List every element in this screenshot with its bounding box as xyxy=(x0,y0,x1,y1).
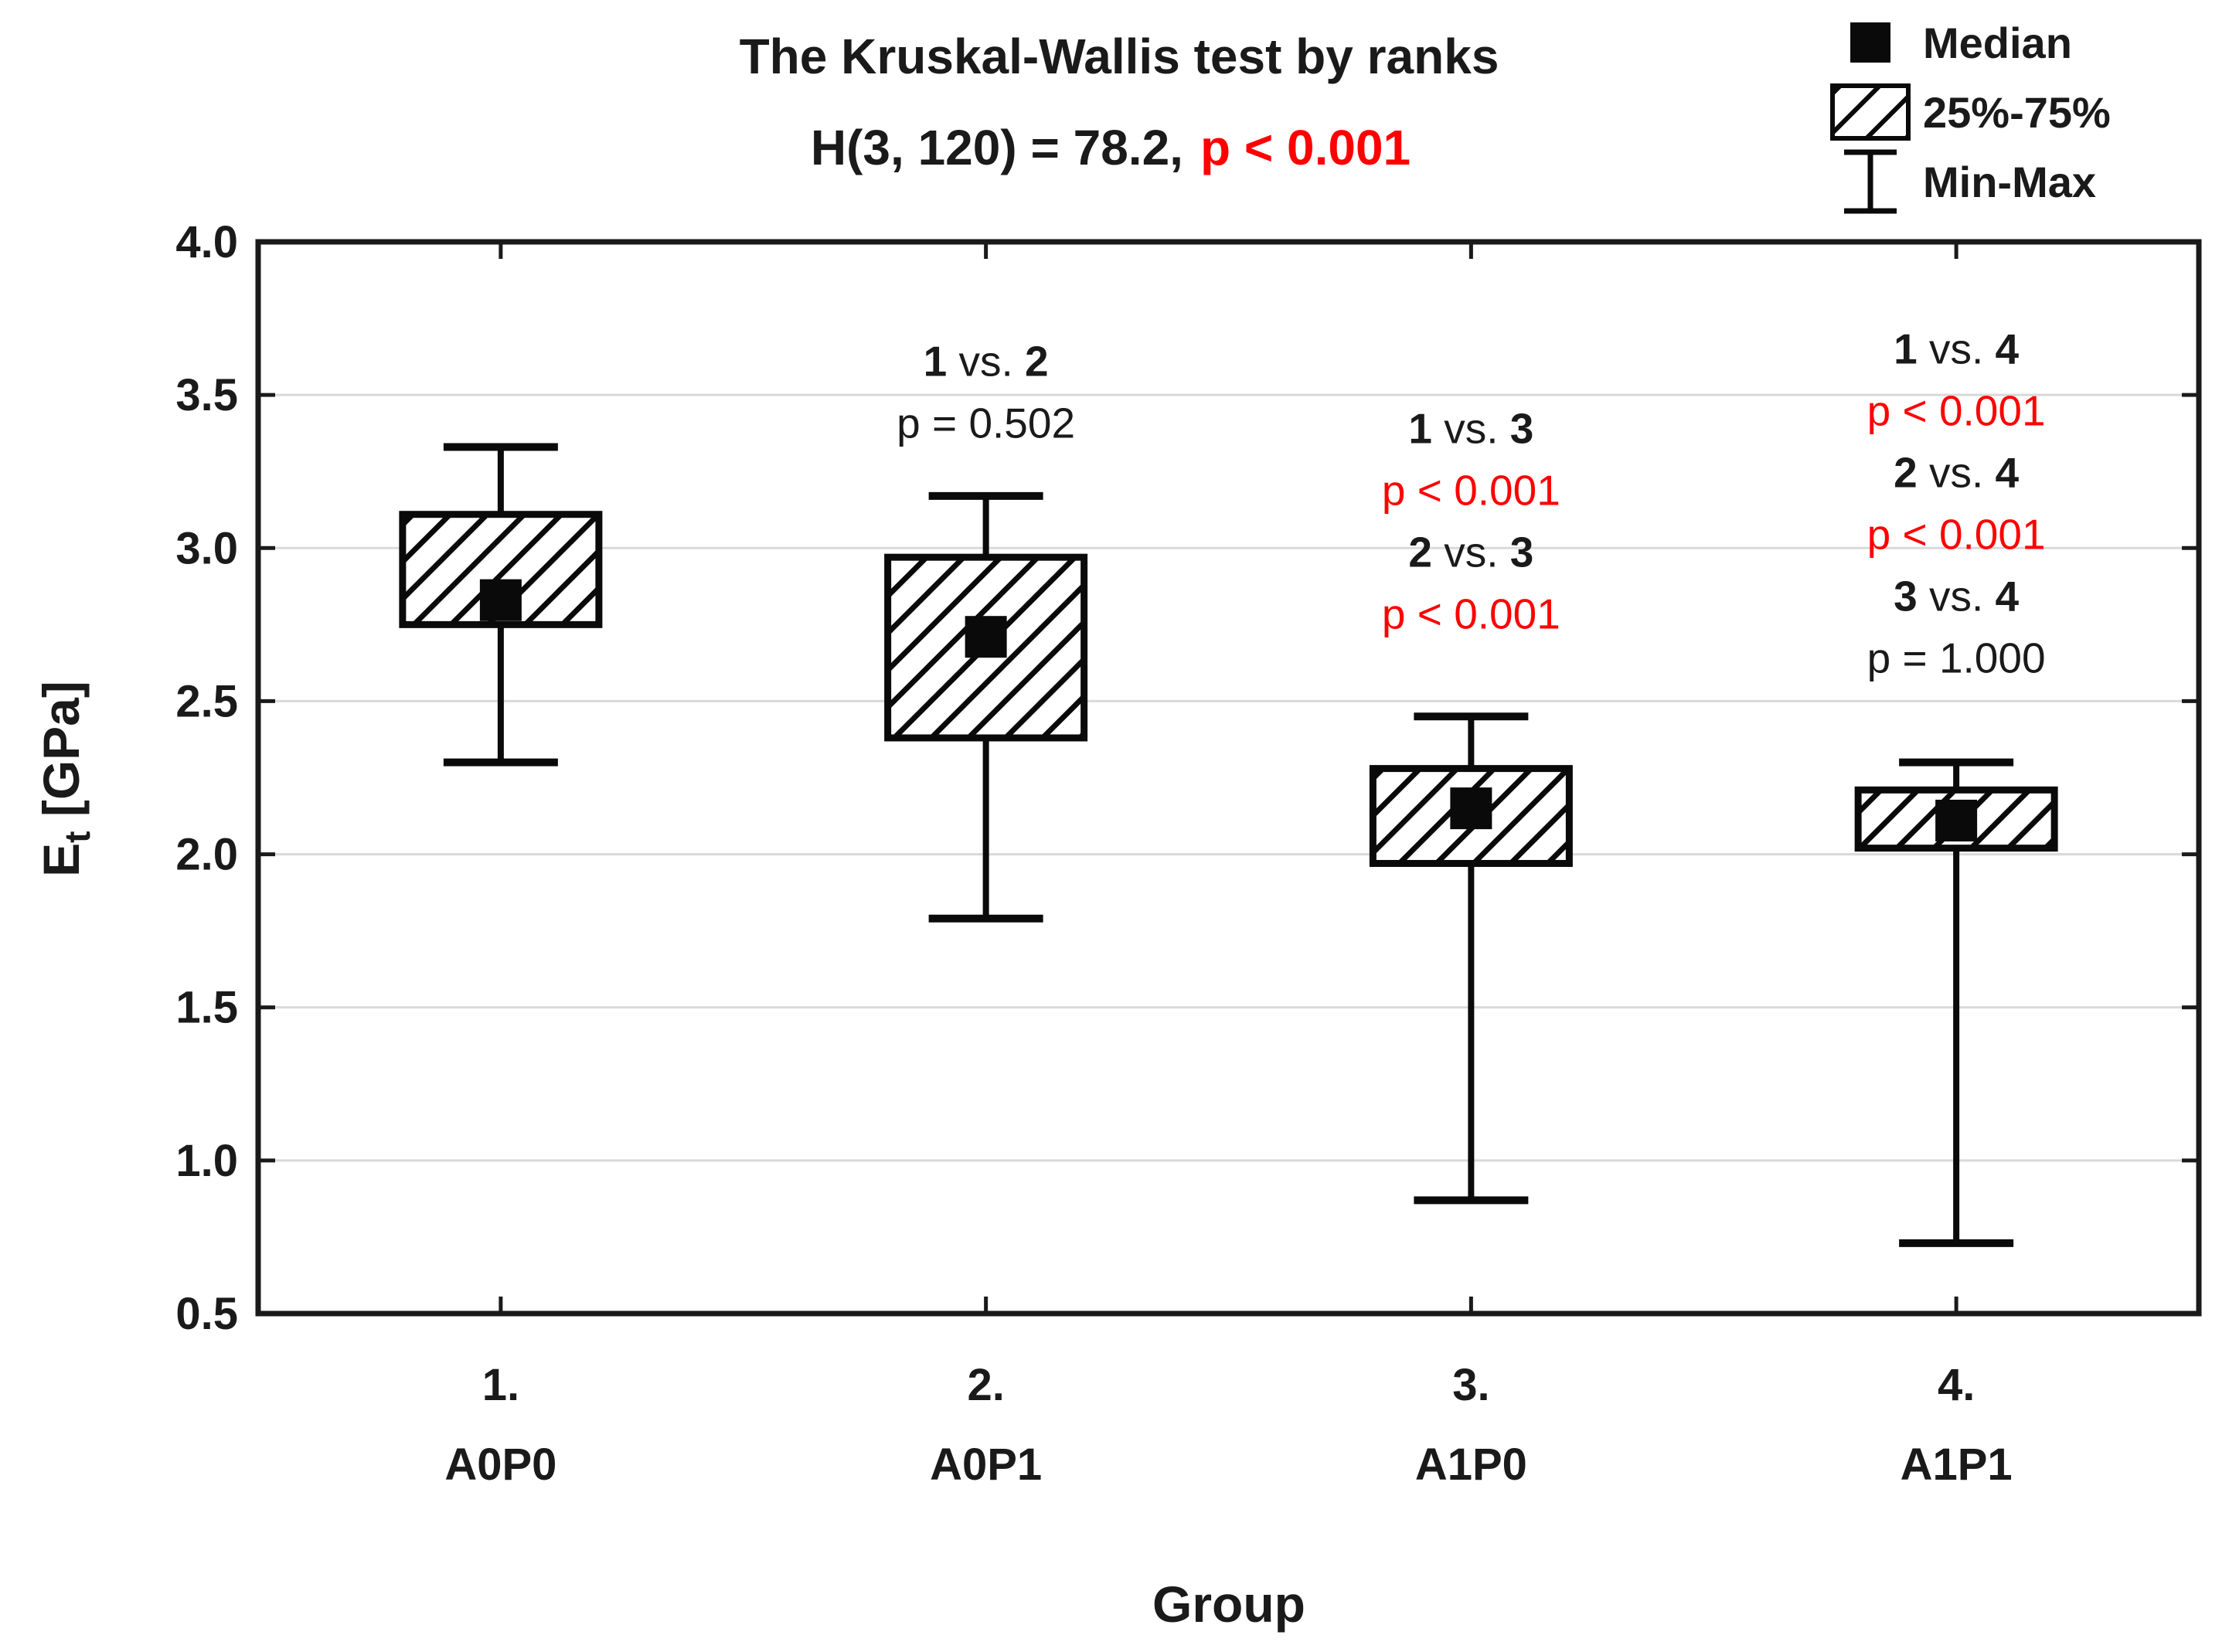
annotation-p-value: p < 0.001 xyxy=(1382,467,1560,515)
annotation-pair-line: 2 vs. 3 xyxy=(1408,529,1533,576)
median-marker xyxy=(479,579,522,621)
x-tick-label-code: A0P0 xyxy=(444,1440,556,1490)
annotation-pair-line: 1 vs. 4 xyxy=(1894,325,2019,373)
x-tick-label-number: 3. xyxy=(1452,1360,1489,1410)
y-axis-symbol: E xyxy=(32,842,90,877)
legend: Median 25%-75% Min-Max xyxy=(1818,8,2111,216)
y-tick-label: 3.5 xyxy=(175,370,238,420)
y-tick-label: 2.0 xyxy=(175,830,238,880)
y-tick-label: 1.5 xyxy=(175,983,238,1033)
chart-title: The Kruskal-Wallis test by ranks xyxy=(739,29,1499,84)
boxplot-group-1 xyxy=(399,443,603,767)
annotation-p-value: p = 1.000 xyxy=(1867,634,2046,682)
plot-frame xyxy=(255,239,2202,1317)
y-tick-label: 0.5 xyxy=(175,1289,238,1339)
annotation-pair-line: 2 vs. 4 xyxy=(1894,449,2019,497)
x-tick-label-number: 1. xyxy=(482,1360,519,1410)
annotation-pair-line: 3 vs. 4 xyxy=(1894,573,2019,620)
y-tick-label: 2.5 xyxy=(175,676,238,726)
median-marker xyxy=(1450,787,1492,830)
annotation-p-value: p < 0.001 xyxy=(1867,511,2046,559)
annotation-pair-line: 1 vs. 3 xyxy=(1408,405,1533,453)
y-axis-subscript: t xyxy=(57,831,98,843)
y-tick-label: 3.0 xyxy=(175,523,238,573)
legend-item-median: Median xyxy=(1818,8,2111,77)
x-tick-label-code: A1P1 xyxy=(1901,1440,2013,1490)
annotation-p-value: p = 0.502 xyxy=(897,399,1075,447)
y-axis-title: Et [GPa] xyxy=(32,681,98,877)
annotation-p-value: p < 0.001 xyxy=(1382,590,1560,638)
y-axis-unit: [GPa] xyxy=(32,681,90,831)
annotation-pair-line: 1 vs. 2 xyxy=(924,338,1049,386)
overall-p-value: p < 0.001 xyxy=(1200,120,1411,175)
legend-item-iqr: 25%-75% xyxy=(1818,77,2111,147)
annotation-block-group-4: 1 vs. 4 p < 0.001 2 vs. 4 p < 0.001 3 vs. 4 p… xyxy=(1867,325,2046,682)
x-tick-label-code: A1P0 xyxy=(1415,1440,1527,1490)
x-tick-label-number: 2. xyxy=(967,1360,1004,1410)
legend-label-iqr: 25%-75% xyxy=(1923,87,2111,137)
test-statistic-text: H(3, 120) = 78.2, xyxy=(810,120,1183,175)
boxplot-group-2 xyxy=(884,491,1088,923)
annotation-block-group-3: 1 vs. 3 p < 0.001 2 vs. 3 p < 0.001 xyxy=(1382,405,1560,638)
y-tick-label: 4.0 xyxy=(175,217,238,267)
chart-subtitle: H(3, 120) = 78.2, p < 0.001 xyxy=(811,119,1411,176)
legend-item-minmax: Min-Max xyxy=(1818,147,2111,216)
legend-label-median: Median xyxy=(1923,18,2072,67)
boxplot-group-4 xyxy=(1854,758,2058,1247)
min-max-whisker-icon xyxy=(1844,149,1897,214)
boxplot-group-3 xyxy=(1369,712,1573,1205)
legend-label-minmax: Min-Max xyxy=(1923,157,2096,206)
median-square-icon xyxy=(1850,22,1890,63)
x-tick-label-code: A0P1 xyxy=(930,1440,1042,1490)
annotation-p-value: p < 0.001 xyxy=(1867,387,2046,435)
annotation-block-group-2: 1 vs. 2 p = 0.502 xyxy=(897,338,1075,447)
median-marker xyxy=(965,616,1007,658)
y-tick-label: 1.0 xyxy=(175,1136,238,1186)
median-marker xyxy=(1935,799,1978,841)
x-axis-title: Group xyxy=(1152,1576,1305,1633)
x-tick-label-number: 4. xyxy=(1938,1360,1975,1410)
iqr-hatched-box-icon xyxy=(1830,83,1911,141)
